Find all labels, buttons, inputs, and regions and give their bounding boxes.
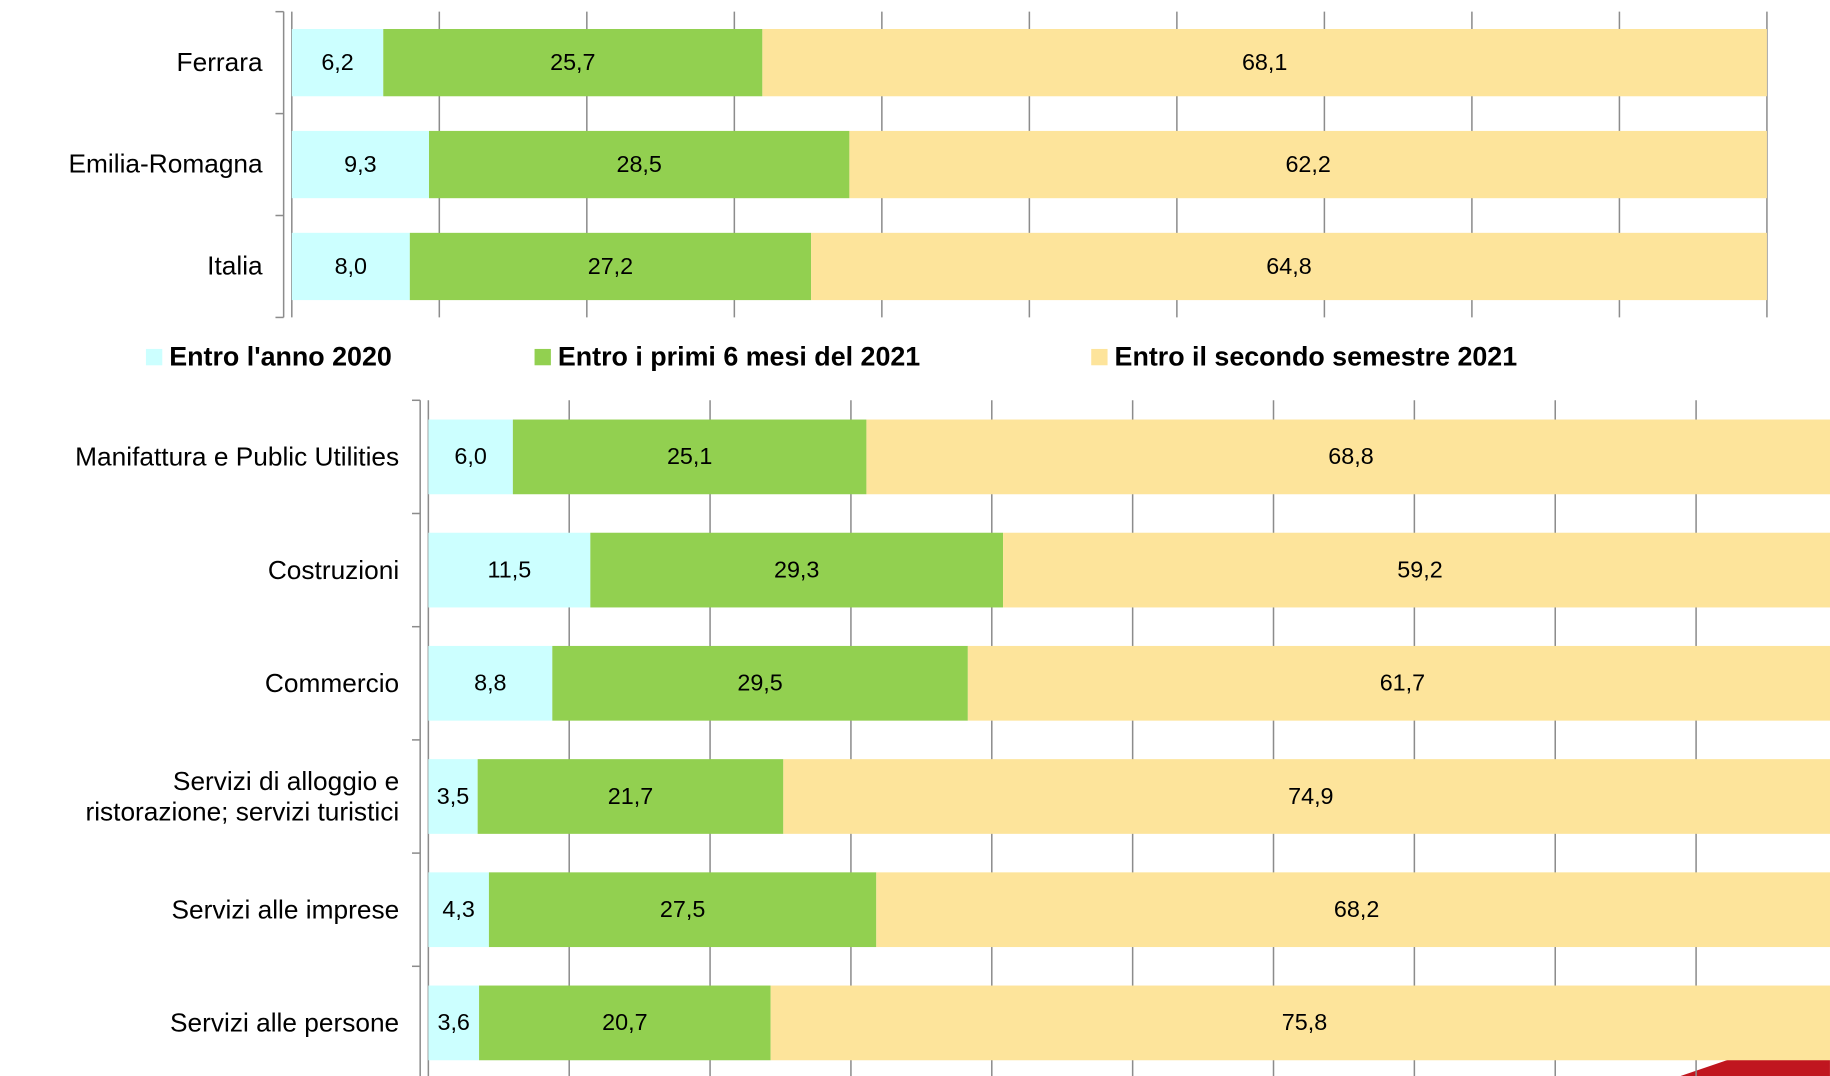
category-label: Italia [207,251,263,281]
value-label: 20,7 [602,1009,647,1035]
category-label-box: Ferrara [176,47,263,77]
value-label: 8,0 [335,253,367,279]
category-label: Costruzioni [267,554,400,585]
legend-label: Entro l'anno 2020 [169,341,392,371]
value-label: 28,5 [616,151,661,177]
category-label-box: Costruzioni [267,554,400,585]
bar-segment [428,532,591,608]
category-label-box: Italia [207,251,263,281]
bar-segment [590,532,1004,608]
bar-segment [428,872,489,948]
category-label-box: Commercio [264,668,400,698]
bar-segment [428,759,478,834]
value-label: 27,2 [588,253,633,279]
bar-segment [291,28,384,97]
legend-swatch [534,348,551,366]
category-label-box: Manifattura e Public Utilities [75,441,400,471]
bar-segment [1003,532,1830,608]
category-label: Commercio [264,668,400,698]
value-label: 62,2 [1285,151,1330,177]
bar-segment [866,419,1830,495]
category-label-box: Servizi alle persone [170,1007,400,1037]
value-label: 6,2 [321,49,353,75]
bar-segment [428,130,850,199]
bar-segment [383,28,763,97]
bar-segment [409,232,812,301]
category-label-box: Servizi di alloggio e ristorazione; serv… [85,766,400,826]
legend-label: Entro i primi 6 mesi del 2021 [558,341,920,371]
category-label: Servizi alle persone [170,1007,400,1037]
value-label: 74,9 [1288,783,1333,809]
bar-segment [967,645,1830,721]
bar-segment [479,985,771,1061]
value-label: 25,7 [550,49,595,75]
bar-segment [428,985,480,1061]
value-label: 25,1 [667,443,712,469]
bar-segment [849,130,1767,199]
value-label: 64,8 [1266,253,1311,279]
value-label: 68,1 [1242,49,1287,75]
value-label: 68,8 [1328,443,1373,469]
value-label: 68,2 [1334,896,1379,922]
value-label: 61,7 [1380,670,1425,696]
bar-segment [291,232,410,301]
value-label: 75,8 [1282,1009,1327,1035]
value-label: 8,8 [474,670,506,696]
value-label: 3,6 [437,1009,469,1035]
category-label: Ferrara [176,47,263,77]
category-label: Emilia-Romagna [68,149,263,179]
category-label-box: Emilia-Romagna [68,149,263,179]
value-label: 21,7 [608,783,653,809]
value-label: 59,2 [1397,556,1442,582]
value-label: 4,3 [442,896,474,922]
bar-segment [552,645,968,721]
legend-label: Entro il secondo semestre 2021 [1115,341,1518,371]
legend-swatch [145,348,163,366]
category-label: Servizi alle imprese [171,894,400,924]
bar-segment [762,28,1767,97]
category-label: Servizi di alloggio e ristorazione; serv… [85,766,400,826]
bar-segment [477,759,784,834]
bar-segment [488,872,877,948]
value-label: 11,5 [488,556,532,582]
value-label: 3,5 [437,783,469,809]
value-label: 29,3 [774,556,819,582]
category-label: Manifattura e Public Utilities [75,441,400,471]
bar-segment [770,985,1830,1061]
value-label: 29,5 [737,670,782,696]
legend-swatch [1091,348,1108,366]
bar-segment [783,759,1830,834]
bar-segment [428,645,553,721]
bar-segment [876,872,1830,948]
bar-segment [428,419,513,495]
value-label: 9,3 [344,151,376,177]
category-label-box: Servizi alle imprese [171,894,400,924]
bar-segment [512,419,867,495]
bar-segment [291,130,429,199]
bar-segment [811,232,1767,301]
value-label: 27,5 [660,896,705,922]
value-label: 6,0 [454,443,486,469]
